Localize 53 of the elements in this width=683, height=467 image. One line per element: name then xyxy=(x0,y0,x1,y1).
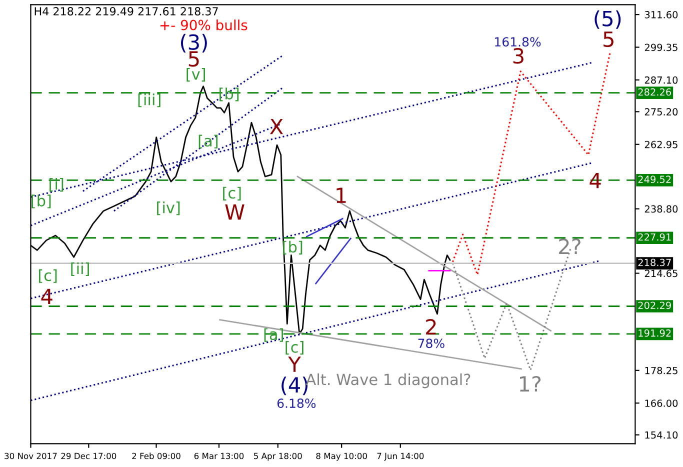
annotation: [c] xyxy=(223,186,241,200)
annotation: [c] xyxy=(286,340,304,355)
y-tick-label: 287.10 xyxy=(644,76,678,84)
y-tick-label: 166.00 xyxy=(645,400,678,407)
annotation: [b] xyxy=(32,194,51,208)
ref-line-label: 202.29 xyxy=(638,302,671,310)
x-tick-label: 6 Mar 13:00 xyxy=(194,452,244,460)
annotation: 1? xyxy=(520,376,541,392)
y-tick-label: 178.25 xyxy=(645,366,678,374)
annotation: 2? xyxy=(559,238,580,254)
annotation: 1 xyxy=(336,188,346,203)
y-tick-label: 214.65 xyxy=(644,270,678,278)
y-tick-label: 262.95 xyxy=(644,140,678,148)
x-tick-label: 7 Jun 14:00 xyxy=(377,452,424,461)
ref-line-label: 282.26 xyxy=(638,88,672,96)
x-tick-label: 8 May 10:00 xyxy=(316,452,367,461)
ref-line-label: 191.92 xyxy=(638,329,671,337)
annotation: 78% xyxy=(418,338,444,348)
annotation: [ii] xyxy=(71,262,89,276)
annotation: (3) xyxy=(180,34,207,52)
annotation: 161.8% xyxy=(495,37,541,47)
annotation: 2 xyxy=(426,319,436,334)
annotation: 5 xyxy=(604,32,614,48)
ref-line-label: 227.91 xyxy=(638,233,671,241)
x-tick-label: 29 Dec 17:00 xyxy=(61,452,116,460)
annotation: [iii] xyxy=(138,94,160,108)
annotation: 5 xyxy=(188,51,199,67)
chart-title: H4 218.22 219.49 217.61 218.37 xyxy=(34,7,218,16)
annotation: 3 xyxy=(513,48,524,64)
annotation: 6.18% xyxy=(277,398,316,408)
annotation: W xyxy=(225,204,244,220)
annotation: X xyxy=(270,118,283,134)
x-tick-label: 5 Apr 18:00 xyxy=(254,452,302,461)
y-tick-label: 275.20 xyxy=(644,108,678,116)
annotation: [c] xyxy=(38,269,57,283)
annotation: Y xyxy=(288,356,301,372)
y-tick-label: 238.80 xyxy=(644,205,678,213)
annotation: [v] xyxy=(186,68,206,82)
y-tick-label: 154.10 xyxy=(645,431,678,439)
annotation: [iv] xyxy=(157,202,180,216)
x-tick-label: 2 Feb 09:00 xyxy=(132,452,180,460)
annotation: 4 xyxy=(41,288,52,304)
ref-line-label: 249.52 xyxy=(638,176,671,184)
annotation: +- 90% bulls xyxy=(160,20,248,30)
y-tick-label: 299.35 xyxy=(644,44,678,52)
ref-line-label: 218.37 xyxy=(638,258,671,266)
annotation: [i] xyxy=(50,178,64,192)
annotation: [a] xyxy=(198,134,218,148)
y-tick-label: 311.60 xyxy=(644,11,678,18)
annotation: (5) xyxy=(594,10,621,29)
line-series xyxy=(452,50,612,276)
annotation: (4) xyxy=(282,376,308,396)
x-tick-label: 30 Nov 2017 xyxy=(4,452,57,460)
